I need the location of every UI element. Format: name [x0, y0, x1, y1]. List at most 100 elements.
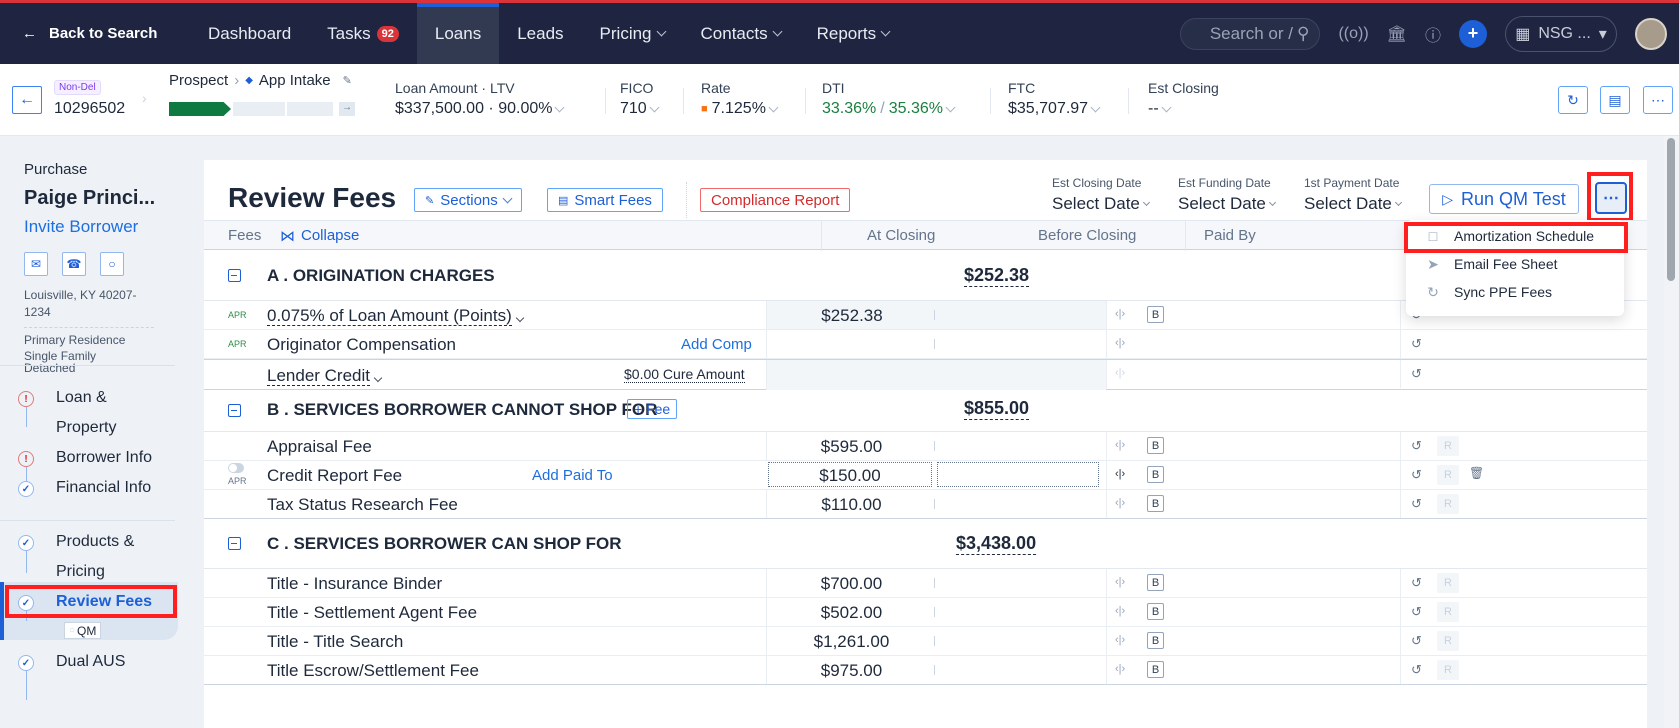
- paid-by-badge[interactable]: B: [1147, 495, 1164, 512]
- step-financial-info[interactable]: Financial Info: [56, 479, 152, 496]
- paid-by-badge[interactable]: B: [1147, 437, 1164, 454]
- chevron-down-icon: [772, 26, 783, 37]
- paid-by-badge[interactable]: B: [1147, 661, 1164, 678]
- history-icon[interactable]: ↺: [1411, 604, 1422, 619]
- help-icon[interactable]: ⓘ: [1424, 27, 1441, 45]
- paid-by-badge[interactable]: B: [1147, 306, 1164, 323]
- menu-item-email-fee-sheet[interactable]: ➤ Email Fee Sheet: [1427, 255, 1558, 273]
- menu-item-sync-ppe-fees[interactable]: ↻ Sync PPE Fees: [1427, 283, 1553, 301]
- paid-by-badge[interactable]: B: [1147, 603, 1164, 620]
- global-search-input[interactable]: Search or / ⚲: [1180, 17, 1321, 50]
- compliance-report-button[interactable]: Compliance Report: [700, 188, 851, 212]
- step-dual-aus[interactable]: Dual AUS: [56, 653, 126, 670]
- split-icon[interactable]: ‹|›: [1115, 468, 1126, 480]
- split-icon[interactable]: ‹|›: [1115, 663, 1126, 675]
- r-badge[interactable]: R: [1437, 494, 1459, 514]
- history-icon[interactable]: ↺: [1411, 336, 1422, 351]
- run-qm-test-button[interactable]: ▷ Run QM Test: [1429, 184, 1579, 214]
- menu-item-amortization-schedule[interactable]: □ Amortization Schedule: [1406, 222, 1624, 250]
- r-badge[interactable]: R: [1437, 465, 1459, 485]
- loan-more-button[interactable]: ⋯: [1643, 86, 1673, 114]
- add-button[interactable]: +: [1459, 19, 1487, 48]
- step-review-fees[interactable]: Review Fees: [56, 593, 153, 610]
- chat-icon[interactable]: ○: [100, 252, 124, 276]
- ftc-stat[interactable]: FTC $35,707.97: [1008, 80, 1101, 118]
- section-total[interactable]: $3,438.00: [956, 533, 1037, 555]
- section-total[interactable]: $855.00: [964, 398, 1030, 420]
- section-total[interactable]: $252.38: [964, 265, 1030, 287]
- email-icon[interactable]: ✉: [24, 252, 48, 276]
- step-products-pricing[interactable]: Products & Pricing: [56, 533, 135, 580]
- r-badge[interactable]: R: [1437, 660, 1459, 680]
- cure-amount-link[interactable]: $0.00 Cure Amount: [624, 366, 745, 383]
- first-payment-date-picker[interactable]: 1st Payment Date Select Date: [1304, 176, 1402, 214]
- split-icon[interactable]: ‹|›: [1115, 308, 1126, 320]
- split-icon[interactable]: ‹|›: [1115, 576, 1126, 588]
- add-paid-to-link[interactable]: Add Paid To: [532, 467, 613, 484]
- back-to-search-button[interactable]: ← Back to Search: [22, 25, 158, 42]
- split-icon[interactable]: ‹|›: [1115, 497, 1126, 509]
- phone-icon[interactable]: ☎: [62, 252, 86, 276]
- smart-fees-button[interactable]: ▤ Smart Fees: [547, 188, 663, 212]
- history-icon[interactable]: ↺: [1411, 467, 1422, 482]
- nav-pricing[interactable]: Pricing: [582, 3, 683, 64]
- refresh-button[interactable]: ↻: [1558, 86, 1588, 114]
- nav-loans[interactable]: Loans: [416, 3, 500, 64]
- est-funding-date-picker[interactable]: Est Funding Date Select Date: [1178, 176, 1276, 214]
- more-actions-button[interactable]: ⋯: [1595, 182, 1627, 214]
- before-closing-input[interactable]: [937, 462, 1099, 487]
- comments-button[interactable]: ▤: [1600, 86, 1630, 114]
- paid-by-badge[interactable]: B: [1147, 466, 1164, 483]
- dti-stat[interactable]: DTI 33.36%/35.36%: [822, 80, 956, 118]
- bank-icon[interactable]: 🏛: [1386, 25, 1407, 43]
- step-loan-property[interactable]: Loan & Property: [56, 389, 117, 436]
- paid-by-badge[interactable]: B: [1147, 632, 1164, 649]
- collapse-section-icon[interactable]: [228, 404, 241, 417]
- invite-borrower-link[interactable]: Invite Borrower: [24, 217, 139, 236]
- nav-dashboard[interactable]: Dashboard: [208, 23, 292, 43]
- user-avatar[interactable]: [1635, 17, 1667, 50]
- collapse-section-icon[interactable]: [228, 269, 241, 282]
- r-badge[interactable]: R: [1437, 602, 1459, 622]
- nav-tasks[interactable]: Tasks 92: [309, 3, 417, 64]
- trash-icon[interactable]: 🗑: [1469, 466, 1485, 480]
- split-icon[interactable]: ‹|›: [1115, 634, 1126, 646]
- collapse-button[interactable]: ⋈ Collapse: [280, 227, 360, 245]
- history-icon[interactable]: ↺: [1411, 662, 1422, 677]
- step-borrower-info[interactable]: Borrower Info: [56, 449, 153, 466]
- loan-back-button[interactable]: ←: [12, 86, 42, 114]
- r-badge[interactable]: R: [1437, 573, 1459, 593]
- sections-button[interactable]: ✎ Sections: [414, 188, 522, 212]
- nav-contacts[interactable]: Contacts: [683, 3, 799, 64]
- arrow-right-icon[interactable]: →: [339, 102, 355, 116]
- split-icon[interactable]: ‹|›: [1115, 439, 1126, 451]
- nav-reports[interactable]: Reports: [799, 3, 908, 64]
- qm-substep[interactable]: ○ QM: [64, 622, 102, 639]
- history-icon[interactable]: ↺: [1411, 366, 1422, 381]
- broadcast-icon[interactable]: ((o)): [1338, 24, 1369, 42]
- collapse-section-icon[interactable]: [228, 537, 241, 550]
- rate-stat[interactable]: Rate ■ 7.125%: [701, 80, 779, 118]
- add-fee-button[interactable]: + Fee: [627, 399, 678, 419]
- page-scrollbar[interactable]: [1664, 136, 1679, 728]
- apr-toggle[interactable]: [228, 463, 244, 473]
- r-badge[interactable]: R: [1437, 631, 1459, 651]
- paid-by-badge[interactable]: B: [1147, 574, 1164, 591]
- scrollbar-thumb[interactable]: [1667, 138, 1675, 281]
- est-closing-stat[interactable]: Est Closing --: [1148, 80, 1219, 117]
- nav-leads[interactable]: Leads: [517, 23, 564, 43]
- org-selector[interactable]: ▦ NSG ... ▾: [1505, 15, 1617, 52]
- history-icon[interactable]: ↺: [1411, 496, 1422, 511]
- loan-amount-stat[interactable]: Loan Amount · LTV $337,500.00 · 90.00%: [395, 80, 565, 118]
- fico-stat[interactable]: FICO 710: [620, 80, 660, 118]
- est-closing-date-picker[interactable]: Est Closing Date Select Date: [1052, 176, 1150, 214]
- history-icon[interactable]: ↺: [1411, 633, 1422, 648]
- history-icon[interactable]: ↺: [1411, 575, 1422, 590]
- split-icon[interactable]: ‹|›: [1115, 337, 1126, 349]
- r-badge[interactable]: R: [1437, 436, 1459, 456]
- borrower-name[interactable]: Paige Princi...: [24, 187, 156, 209]
- split-icon[interactable]: ‹|›: [1115, 605, 1126, 617]
- edit-icon[interactable]: ✎: [342, 75, 352, 87]
- add-comp-link[interactable]: Add Comp: [681, 336, 752, 353]
- history-icon[interactable]: ↺: [1411, 438, 1422, 453]
